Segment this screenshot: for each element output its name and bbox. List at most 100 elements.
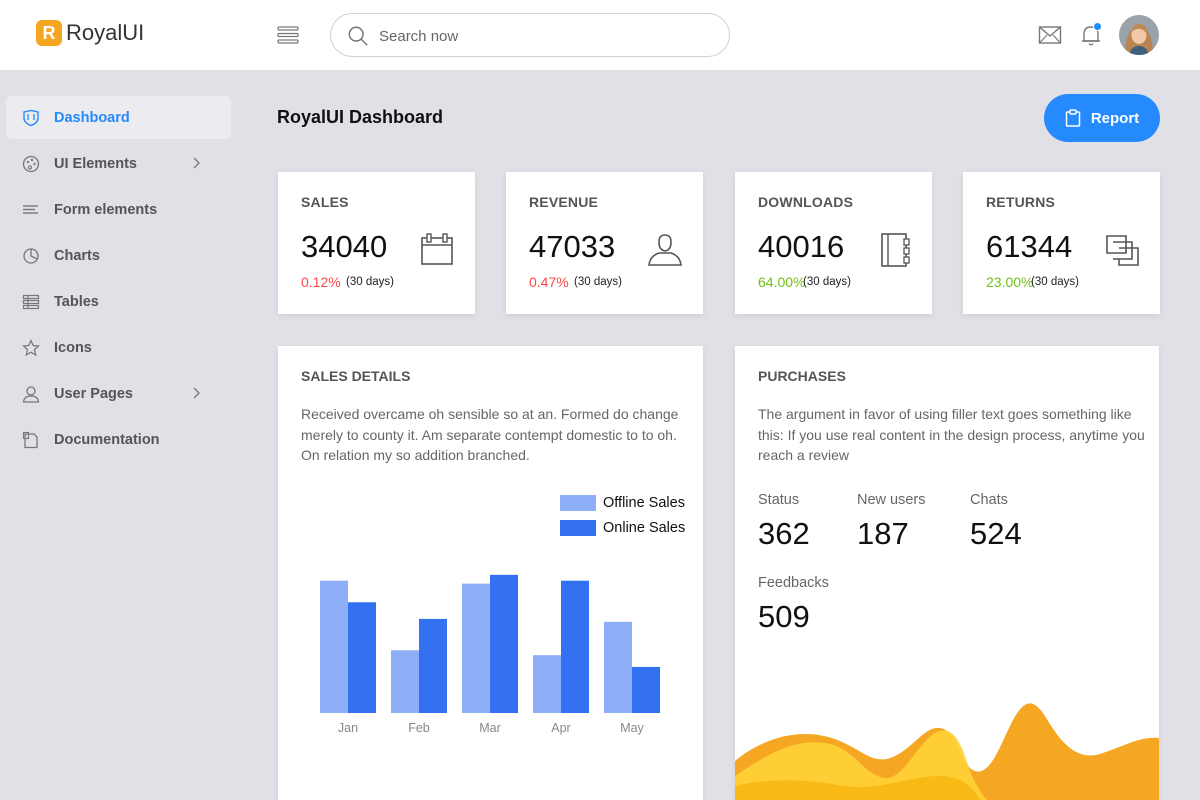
x-tick-label: Jan — [338, 721, 358, 735]
description-line: this: If you use real content in the des… — [758, 426, 1145, 443]
page-title: RoyalUI Dashboard — [277, 107, 444, 127]
list-icon — [23, 205, 38, 214]
sidebar-item-tables[interactable]: Tables — [6, 280, 231, 323]
bar-offline-sales-jan[interactable] — [320, 580, 348, 713]
star-icon — [22, 339, 40, 357]
pie-chart-icon — [23, 248, 39, 264]
sidebar-item-charts[interactable]: Charts — [6, 234, 231, 277]
sidebar-item-ui-elements[interactable]: UI Elements — [6, 142, 231, 185]
legend-label: Offline Sales — [603, 495, 685, 511]
wave-area-chart — [735, 703, 1159, 800]
x-tick-label: Feb — [408, 721, 430, 735]
bar-offline-sales-may[interactable] — [604, 621, 632, 713]
chevron-right-icon — [193, 387, 200, 399]
palette-icon — [22, 155, 40, 173]
sidebar-item-form-elements[interactable]: Form elements — [6, 188, 231, 231]
sidebar-item-user-pages[interactable]: User Pages — [6, 372, 231, 415]
clipboard-icon — [1065, 109, 1081, 127]
brand-logo[interactable]: R RoyalUI — [36, 20, 144, 46]
user-icon — [22, 386, 40, 403]
search-icon — [348, 26, 368, 46]
card-description: Received overcame oh sensible so at an. … — [301, 404, 678, 466]
card-title: SALES DETAILS — [301, 368, 411, 384]
sidebar-item-label: Charts — [54, 247, 100, 264]
search-input[interactable] — [379, 24, 709, 48]
stat-card-returns: RETURNS 61344 23.00% (30 days) — [963, 172, 1160, 314]
metric-label: New users — [857, 492, 926, 508]
bar-offline-sales-feb[interactable] — [391, 650, 419, 713]
metric-value: 509 — [758, 599, 810, 634]
top-navbar: R RoyalUI — [0, 0, 1200, 70]
stat-value: 61344 — [986, 229, 1073, 264]
stat-change: 0.47% — [529, 274, 569, 290]
user-icon — [648, 234, 682, 266]
stat-card-downloads: DOWNLOADS 40016 64.00% (30 days) — [735, 172, 932, 314]
metric-chats: Chats 524 — [970, 492, 1022, 552]
stat-value: 34040 — [301, 229, 388, 264]
stat-period: (30 days) — [346, 276, 394, 288]
document-icon — [22, 431, 38, 449]
bar-online-sales-may[interactable] — [632, 666, 660, 713]
card-description: The argument in favor of using filler te… — [758, 404, 1145, 466]
bar-online-sales-mar[interactable] — [490, 574, 518, 713]
stat-title: REVENUE — [529, 194, 599, 210]
bar-offline-sales-apr[interactable] — [533, 655, 561, 713]
stat-period: (30 days) — [803, 276, 851, 288]
description-line: On relation my so addition branched. — [301, 447, 530, 463]
x-tick-label: Mar — [479, 721, 501, 735]
metric-feedbacks: Feedbacks 509 — [758, 575, 829, 635]
bar-online-sales-jan[interactable] — [348, 602, 376, 713]
metric-value: 524 — [970, 516, 1022, 551]
avatar-image — [1119, 15, 1159, 55]
search-bar[interactable] — [330, 13, 730, 57]
chevron-right-icon — [193, 157, 200, 169]
legend-item-offline[interactable]: Offline Sales — [560, 494, 700, 512]
notebook-icon — [881, 233, 910, 267]
sidebar-item-icons[interactable]: Icons — [6, 326, 231, 369]
sidebar-item-label: UI Elements — [54, 155, 137, 172]
avatar[interactable] — [1119, 15, 1159, 55]
stat-change: 0.12% — [301, 274, 341, 290]
x-tick-label: Apr — [551, 721, 570, 735]
brand-name: RoyalUI — [66, 20, 145, 45]
report-button[interactable]: Report — [1044, 94, 1160, 142]
metric-label: Chats — [970, 492, 1008, 508]
bar-offline-sales-mar[interactable] — [462, 583, 490, 713]
bar-online-sales-apr[interactable] — [561, 580, 589, 713]
x-tick-label: May — [620, 721, 644, 735]
shield-icon — [23, 109, 39, 127]
menu-toggle-icon[interactable] — [276, 23, 300, 47]
sidebar-item-dashboard[interactable]: Dashboard — [6, 96, 231, 139]
description-line: merely to county it. Am separate contemp… — [301, 426, 677, 443]
logo-badge: R — [36, 20, 62, 46]
stat-change: 64.00% — [758, 274, 806, 290]
sales-details-card: SALES DETAILS Received overcame oh sensi… — [278, 346, 703, 800]
sidebar-item-label: User Pages — [54, 385, 133, 402]
metric-value: 362 — [758, 516, 810, 551]
legend-item-online[interactable]: Online Sales — [560, 519, 700, 537]
stat-change: 23.00% — [986, 274, 1034, 290]
description-line: The argument in favor of using filler te… — [758, 406, 1132, 422]
bell-icon[interactable] — [1079, 23, 1103, 47]
stat-title: SALES — [301, 194, 349, 210]
sidebar-item-label: Tables — [54, 293, 99, 310]
bar-online-sales-feb[interactable] — [419, 618, 447, 713]
stat-period: (30 days) — [1031, 276, 1079, 288]
card-title: PURCHASES — [758, 368, 846, 384]
stat-value: 40016 — [758, 229, 845, 264]
stat-title: DOWNLOADS — [758, 194, 854, 210]
sales-bar-chart: Jan Feb Mar Apr May — [320, 574, 660, 735]
mail-icon[interactable] — [1038, 24, 1062, 46]
table-icon — [22, 294, 40, 310]
legend-label: Online Sales — [603, 520, 686, 536]
legend-swatch — [560, 495, 596, 511]
stat-title: RETURNS — [986, 194, 1056, 210]
sidebar-item-label: Form elements — [54, 201, 158, 218]
metric-value: 187 — [857, 516, 909, 551]
copy-icon — [1106, 235, 1139, 266]
sidebar-item-documentation[interactable]: Documentation — [6, 418, 231, 461]
stat-card-sales: SALES 34040 0.12% (30 days) — [278, 172, 475, 314]
sidebar-item-label: Documentation — [54, 431, 160, 448]
calendar-icon — [421, 233, 453, 265]
metric-label: Feedbacks — [758, 575, 829, 591]
